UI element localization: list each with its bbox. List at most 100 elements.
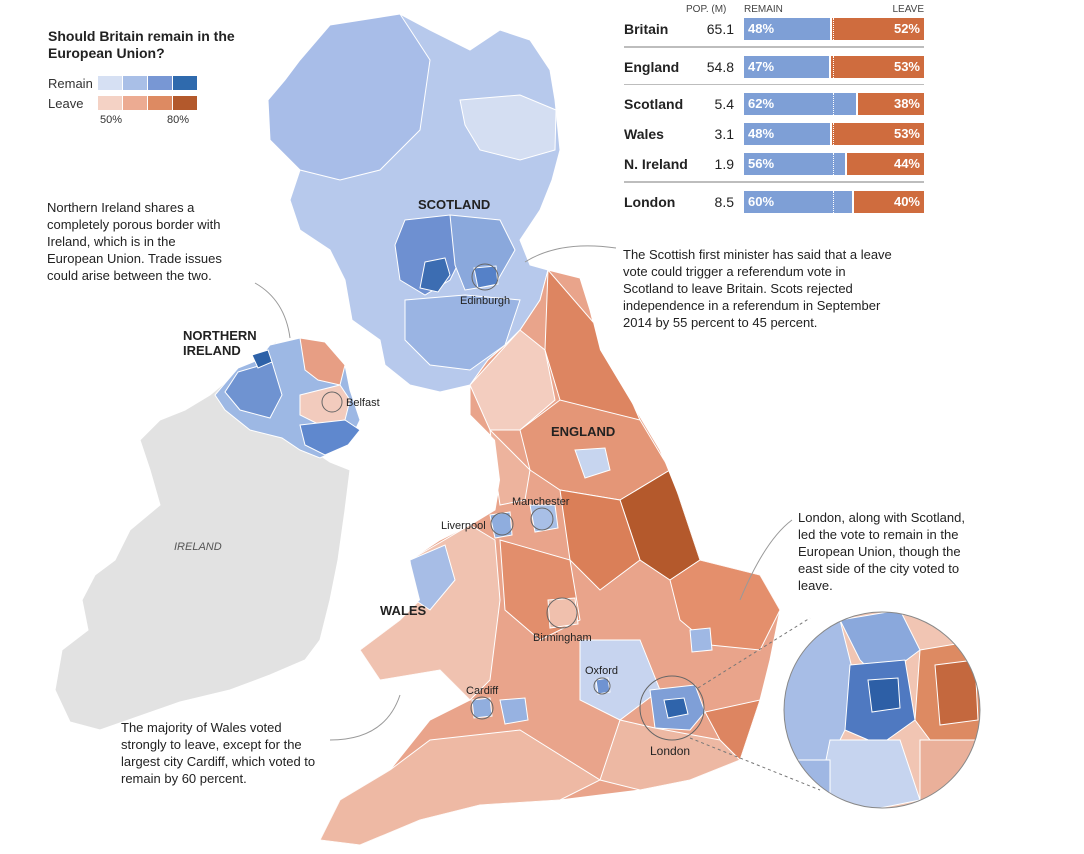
note-scotland: The Scottish first minister has said tha… bbox=[623, 246, 923, 331]
legend-leave-row: Leave bbox=[48, 94, 238, 112]
note-line: European Union, though the bbox=[798, 544, 961, 559]
note-line: Scotland to leave Britain. Scots rejecte… bbox=[623, 281, 853, 296]
note-line: The majority of Wales voted bbox=[121, 720, 282, 735]
note-london: London, along with Scotland, led the vot… bbox=[798, 509, 988, 594]
england-manchester bbox=[529, 504, 559, 533]
wales-note-arrow bbox=[329, 694, 401, 741]
birmingham-marker bbox=[546, 597, 578, 629]
result-pop: 5.4 bbox=[714, 96, 734, 112]
england-york-remain bbox=[574, 447, 611, 479]
result-row-scotland: Scotland 5.4 62% 38% bbox=[624, 93, 924, 115]
london-inset-south-west bbox=[784, 759, 831, 801]
london-inset-connector-top bbox=[697, 617, 811, 689]
fifty-percent-mark bbox=[833, 18, 834, 40]
wales-region bbox=[359, 524, 501, 701]
scotland-highlands bbox=[267, 13, 431, 181]
england-bristol bbox=[499, 697, 529, 725]
ni-south-remain bbox=[299, 419, 361, 456]
city-label-london: London bbox=[650, 744, 690, 758]
result-bar: 60% 40% bbox=[744, 191, 924, 213]
city-label-oxford: Oxford bbox=[585, 665, 618, 677]
header-remain: REMAIN bbox=[744, 4, 783, 15]
legend-remain-swatch-1 bbox=[98, 76, 122, 90]
legend-remain-swatch-3 bbox=[148, 76, 172, 90]
england-south-east bbox=[599, 719, 741, 791]
note-northern-ireland: Northern Ireland shares a completely por… bbox=[47, 199, 247, 284]
remain-bar: 47% bbox=[744, 56, 829, 78]
fifty-percent-mark bbox=[833, 56, 834, 78]
result-pop: 1.9 bbox=[714, 156, 734, 172]
fifty-percent-mark bbox=[833, 153, 834, 175]
region-label-england: ENGLAND bbox=[551, 424, 615, 439]
result-pop: 65.1 bbox=[706, 21, 734, 37]
map-legend: Should Britain remain in the European Un… bbox=[48, 28, 238, 128]
remain-bar: 56% bbox=[744, 153, 845, 175]
legend-tick-80: 80% bbox=[167, 114, 190, 126]
london-inset-south-east bbox=[919, 739, 980, 801]
note-line: The Scottish first minister has said tha… bbox=[623, 247, 892, 262]
legend-remain-swatch-2 bbox=[123, 76, 147, 90]
remain-bar: 62% bbox=[744, 93, 856, 115]
result-bar: 48% 52% bbox=[744, 18, 924, 40]
manchester-marker bbox=[530, 507, 554, 531]
city-label-birmingham: Birmingham bbox=[533, 632, 592, 644]
legend-leave-swatch-3 bbox=[148, 96, 172, 110]
fifty-percent-mark bbox=[833, 191, 834, 213]
london-note-arrow bbox=[739, 519, 793, 601]
note-line: vote could trigger a referendum vote in bbox=[623, 264, 846, 279]
london-inset-far-east bbox=[934, 659, 979, 726]
table-divider-1 bbox=[624, 46, 924, 48]
edinburgh-marker bbox=[471, 263, 499, 291]
result-bar: 62% 38% bbox=[744, 93, 924, 115]
region-label-ireland: IRELAND bbox=[174, 541, 222, 553]
oxford-marker bbox=[593, 677, 611, 695]
note-line: led the vote to remain in the bbox=[798, 527, 959, 542]
leave-bar: 53% bbox=[832, 123, 924, 145]
results-header: POP. (M) REMAIN LEAVE bbox=[624, 4, 924, 18]
city-label-liverpool: Liverpool bbox=[441, 520, 486, 532]
result-bar: 48% 53% bbox=[744, 123, 924, 145]
legend-remain-swatch-4 bbox=[173, 76, 197, 90]
result-pop: 8.5 bbox=[714, 194, 734, 210]
result-name: Scotland bbox=[624, 96, 684, 112]
legend-leave-swatch-4 bbox=[173, 96, 197, 110]
result-name: Wales bbox=[624, 126, 664, 142]
note-line: could arise between the two. bbox=[47, 268, 212, 283]
scotland-north-east bbox=[459, 94, 557, 161]
result-name: N. Ireland bbox=[624, 156, 688, 172]
header-pop: POP. (M) bbox=[686, 4, 727, 15]
liverpool-marker bbox=[490, 512, 514, 536]
london-inset-ring bbox=[783, 611, 981, 809]
note-line: independence in a referendum in Septembe… bbox=[623, 298, 881, 313]
note-line: European Union. Trade issues bbox=[47, 251, 222, 266]
results-table: POP. (M) REMAIN LEAVE Britain 65.1 48% 5… bbox=[624, 4, 924, 213]
result-row-wales: Wales 3.1 48% 53% bbox=[624, 123, 924, 145]
region-label-northern-ireland-line2: IRELAND bbox=[183, 343, 241, 358]
city-label-edinburgh: Edinburgh bbox=[460, 295, 510, 307]
ni-note-arrow bbox=[254, 282, 291, 339]
remain-bar: 60% bbox=[744, 191, 852, 213]
legend-ticks: 50% 80% bbox=[48, 114, 238, 128]
result-bar: 47% 53% bbox=[744, 56, 924, 78]
result-pop: 54.8 bbox=[706, 59, 734, 75]
legend-leave-swatch-2 bbox=[123, 96, 147, 110]
note-line: east side of the city voted to bbox=[798, 561, 960, 576]
ni-derry-remain bbox=[251, 349, 273, 369]
note-line: 2014 by 55 percent to 45 percent. bbox=[623, 315, 818, 330]
england-cambridge bbox=[689, 627, 713, 653]
note-line: remain by 60 percent. bbox=[121, 771, 247, 786]
remain-bar: 48% bbox=[744, 123, 830, 145]
legend-leave-swatch-1 bbox=[98, 96, 122, 110]
england-east-anglia bbox=[669, 559, 780, 651]
note-wales: The majority of Wales voted strongly to … bbox=[121, 719, 341, 787]
region-label-northern-ireland-line1: NORTHERN bbox=[183, 328, 257, 343]
result-row-london: London 8.5 60% 40% bbox=[624, 191, 924, 213]
leave-bar: 53% bbox=[831, 56, 924, 78]
cardiff-marker bbox=[470, 696, 494, 720]
region-label-scotland: SCOTLAND bbox=[418, 197, 490, 212]
england-east-midlands bbox=[559, 489, 641, 591]
city-label-belfast: Belfast bbox=[346, 397, 380, 409]
legend-tick-50: 50% bbox=[100, 114, 123, 126]
result-row-britain: Britain 65.1 48% 52% bbox=[624, 18, 924, 40]
